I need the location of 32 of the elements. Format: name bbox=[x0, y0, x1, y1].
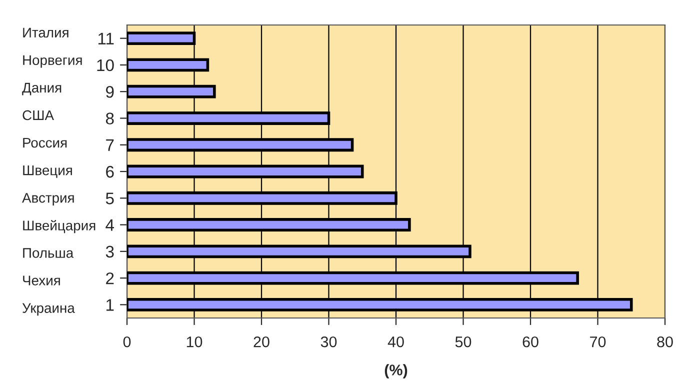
x-axis-title: (%) bbox=[384, 364, 408, 378]
text: Швеция bbox=[23, 166, 72, 178]
y-tick-label: 8 bbox=[106, 112, 114, 124]
text: Швейцария bbox=[23, 220, 96, 234]
x-tick-label: 60 bbox=[522, 336, 538, 348]
x-tick-label: 80 bbox=[657, 336, 673, 348]
y-tick-label: 11 bbox=[98, 32, 114, 44]
text: Россия bbox=[23, 138, 67, 148]
x-tick-label: 10 bbox=[186, 336, 202, 348]
x-tick-label: 0 bbox=[123, 336, 131, 348]
x-tick-label: 70 bbox=[590, 336, 606, 348]
text: Дания bbox=[22, 82, 62, 96]
x-tick-label: 30 bbox=[320, 336, 337, 348]
y-tick-label: 5 bbox=[106, 192, 114, 204]
text: Италия bbox=[23, 28, 68, 38]
y-tick-label: 7 bbox=[106, 139, 114, 151]
x-tick-label: 20 bbox=[254, 336, 270, 348]
x-tick-label: 40 bbox=[388, 336, 404, 348]
text: Чехия bbox=[23, 276, 60, 286]
text: США bbox=[22, 110, 54, 120]
y-tick-label: 6 bbox=[106, 166, 114, 178]
y-tick-label: 4 bbox=[106, 219, 114, 231]
y-tick-label: 9 bbox=[106, 86, 114, 98]
text: Украина bbox=[22, 303, 75, 316]
y-tick-label: 3 bbox=[106, 246, 114, 258]
text: Норвегия bbox=[23, 55, 82, 68]
text: Австрия bbox=[22, 193, 74, 206]
text: Польша bbox=[23, 248, 74, 258]
y-tick-label: 2 bbox=[106, 272, 114, 284]
y-tick-label: 10 bbox=[97, 59, 114, 72]
y-tick-label: 1 bbox=[106, 299, 114, 311]
x-tick-label: 50 bbox=[455, 336, 472, 348]
